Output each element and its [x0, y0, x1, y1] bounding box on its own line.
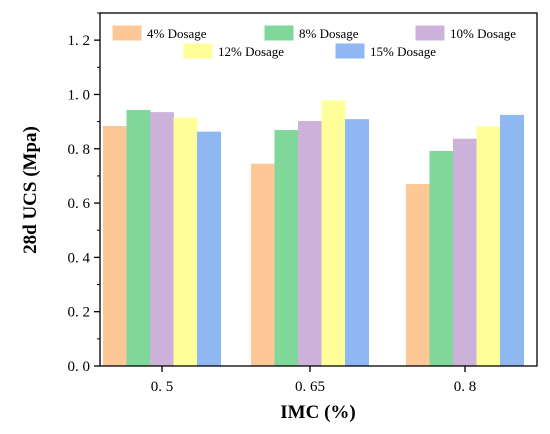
plot-frame	[99, 12, 538, 367]
bar-15-dosage-3	[500, 114, 524, 367]
legend-swatch	[335, 43, 365, 59]
legend: 4% Dosage 8% Dosage 10% Dosage 12% Dosage 15…	[112, 25, 516, 59]
legend-label: 15% Dosage	[370, 44, 436, 59]
y-tick-label: 0. 2	[68, 305, 91, 321]
y-tick-label: 1. 2	[68, 33, 91, 49]
bar-4-dosage-2	[251, 163, 275, 367]
legend-swatch	[183, 43, 213, 59]
y-axis-title: 28d UCS (Mpa)	[20, 126, 41, 254]
bar-12-dosage-3	[476, 126, 501, 367]
bar-15-dosage-2	[345, 119, 369, 367]
legend-label: 4% Dosage	[147, 26, 207, 41]
bar-4-dosage-1	[103, 125, 127, 367]
bar-4-dosage-3	[406, 184, 430, 367]
x-tick-label: 0. 65	[295, 379, 325, 395]
x-tick-label: 0. 5	[151, 379, 174, 395]
bars-layer	[103, 100, 524, 367]
legend-swatch	[112, 25, 142, 41]
bar-15-dosage-1	[197, 131, 221, 367]
bar-8-dosage-3	[429, 150, 454, 367]
bar-10-dosage-3	[453, 138, 477, 367]
legend-label: 8% Dosage	[299, 26, 359, 41]
legend-swatch	[264, 25, 294, 41]
y-tick-label: 0. 8	[68, 142, 91, 158]
bar-8-dosage-1	[126, 109, 151, 367]
x-axis: 0. 5 0. 65 0. 8	[151, 366, 477, 395]
legend-label: 10% Dosage	[450, 26, 516, 41]
y-tick-label: 0. 0	[68, 359, 91, 375]
bar-10-dosage-1	[150, 112, 174, 367]
legend-label: 12% Dosage	[218, 44, 284, 59]
legend-swatch	[415, 25, 445, 41]
bar-10-dosage-2	[298, 121, 322, 367]
bar-12-dosage-1	[173, 117, 198, 367]
x-axis-title: IMC (%)	[280, 402, 355, 423]
x-tick-label: 0. 8	[454, 379, 477, 395]
bar-8-dosage-2	[274, 130, 299, 367]
y-tick-label: 1. 0	[68, 87, 91, 103]
y-tick-label: 0. 6	[68, 196, 91, 212]
y-axis: 0. 0 0. 2 0. 4 0. 6 0. 8 1. 0 1. 2	[68, 12, 100, 375]
y-tick-label: 0. 4	[68, 250, 91, 266]
bar-12-dosage-2	[321, 100, 346, 367]
